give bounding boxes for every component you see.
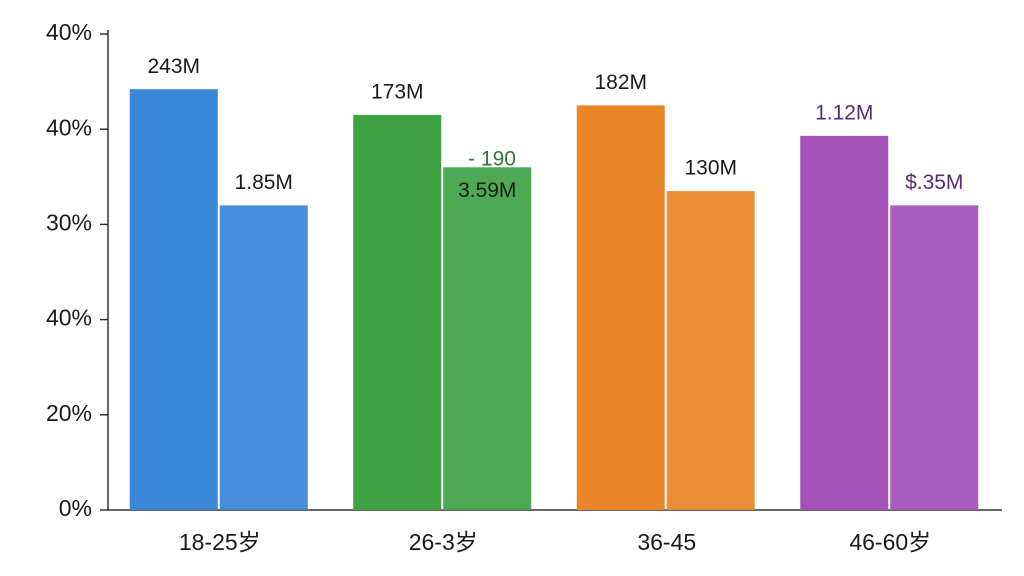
y-tick-label: 40% <box>46 305 92 331</box>
bar-label: 182M <box>594 71 647 94</box>
bar <box>129 89 218 510</box>
x-tick-label: 46-60岁 <box>849 529 931 555</box>
bar-label: 1.85M <box>235 171 293 194</box>
bar-label: 173M <box>371 80 424 103</box>
y-tick-label: 0% <box>59 495 92 521</box>
x-tick-label: 18-25岁 <box>179 529 261 555</box>
bar <box>890 205 979 511</box>
bar <box>666 191 755 510</box>
y-tick-label: 20% <box>46 400 92 426</box>
y-tick-label: 40% <box>46 19 92 45</box>
x-tick-label: 26-3岁 <box>409 529 478 555</box>
bar-label: 3.59M <box>458 179 516 202</box>
bar-label: 1.12M <box>815 101 873 124</box>
bar-label: 130M <box>684 157 737 180</box>
bar-label: 243M <box>147 55 200 78</box>
bar <box>443 167 532 510</box>
bar <box>219 205 308 511</box>
bar-label: $.35M <box>905 171 963 194</box>
annotation: - 190 <box>468 148 516 171</box>
x-tick-label: 36-45 <box>637 529 696 555</box>
y-tick-label: 40% <box>46 114 92 140</box>
bar <box>800 135 889 510</box>
bar <box>576 105 665 511</box>
y-tick-label: 30% <box>46 209 92 235</box>
bar <box>353 114 442 511</box>
